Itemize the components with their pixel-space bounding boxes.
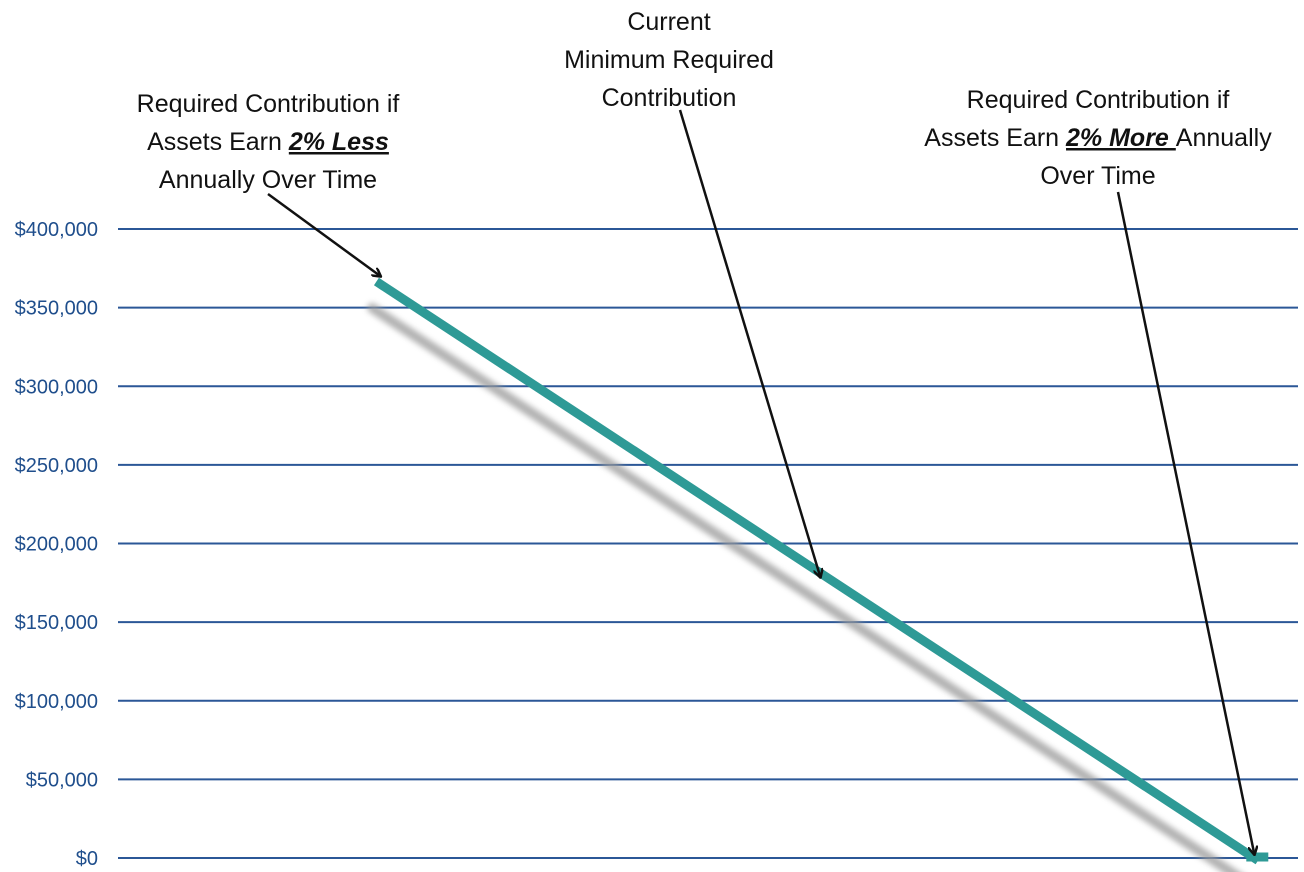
y-tick-label: $350,000 (15, 298, 98, 320)
annotation-line: Contribution (602, 84, 737, 112)
annotation-line: Current (627, 8, 710, 36)
y-tick-label: $400,000 (15, 219, 98, 241)
annotation-arrow-more (1116, 191, 1254, 854)
annotation-arrows (267, 109, 1254, 854)
y-tick-label: $150,000 (15, 612, 98, 634)
annotations: Required Contribution if Assets Earn 2% L… (137, 8, 1273, 194)
annotation-less: Required Contribution if Assets Earn 2% L… (137, 90, 400, 194)
y-tick-label: $250,000 (15, 455, 98, 477)
series (367, 277, 1269, 872)
y-tick-label: $300,000 (15, 376, 98, 398)
annotation-line: Minimum Required (564, 46, 774, 74)
annotation-arrow-current (678, 109, 820, 577)
annotation-line: Assets Earn 2% More Annually (924, 124, 1272, 152)
series-shadow (367, 303, 1241, 872)
y-axis-ticks: $0 $50,000 $100,000 $150,000 $200,000 $250,00… (15, 219, 98, 870)
annotation-current: Current Minimum Required Contribution (564, 8, 774, 112)
annotation-line: Required Contribution if (967, 86, 1230, 114)
y-tick-label: $200,000 (15, 534, 98, 556)
annotation-arrow-less (267, 192, 380, 276)
annotation-line: Assets Earn 2% Less (147, 128, 389, 156)
y-tick-label: $0 (76, 848, 98, 870)
annotation-more: Required Contribution if Assets Earn 2% M… (924, 86, 1272, 190)
annotation-line: Annually Over Time (159, 166, 377, 194)
annotation-line: Over Time (1040, 162, 1155, 190)
gridlines (118, 228, 1298, 859)
annotation-line: Required Contribution if (137, 90, 400, 118)
y-tick-label: $50,000 (26, 769, 98, 791)
y-tick-label: $100,000 (15, 691, 98, 713)
